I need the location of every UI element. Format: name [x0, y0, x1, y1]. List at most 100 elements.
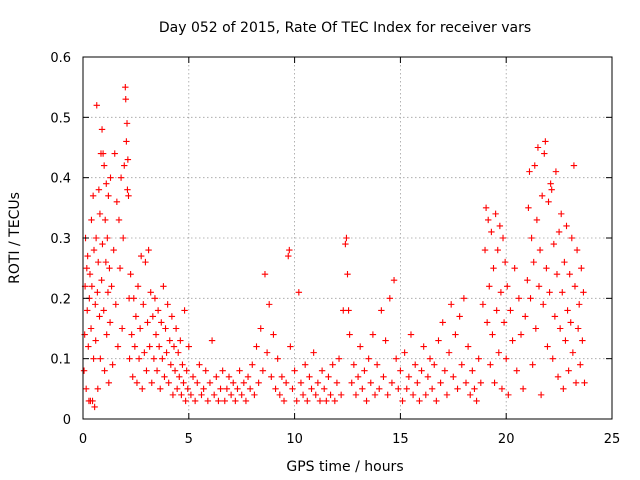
data-point — [144, 319, 151, 326]
data-point — [549, 355, 556, 362]
data-point — [405, 373, 413, 380]
data-point — [132, 313, 140, 320]
data-point — [496, 222, 504, 230]
data-point — [560, 385, 567, 393]
data-point — [161, 373, 168, 380]
data-point — [139, 385, 146, 393]
data-point — [450, 373, 457, 380]
data-point — [91, 403, 98, 411]
data-point — [213, 373, 220, 380]
data-point — [128, 331, 135, 338]
data-point — [343, 234, 350, 242]
data-point — [123, 138, 130, 145]
data-point — [136, 325, 144, 332]
x-tick-label: 5 — [185, 432, 193, 447]
data-point — [86, 271, 94, 278]
data-point — [166, 337, 173, 344]
data-point — [219, 367, 226, 374]
y-tick-label: 0.6 — [50, 51, 71, 66]
x-tick-label: 15 — [392, 432, 409, 447]
data-point — [123, 120, 131, 127]
data-point — [458, 361, 465, 368]
data-point — [171, 367, 179, 374]
data-point — [87, 325, 95, 332]
data-point — [580, 289, 587, 296]
y-tick-label: 0.2 — [50, 292, 71, 307]
data-point — [530, 258, 537, 266]
chart-title: Day 052 of 2015, Rate Of TEC Index for r… — [159, 20, 531, 36]
data-point — [561, 258, 568, 266]
data-point — [537, 391, 545, 399]
data-point — [331, 397, 339, 405]
data-point — [133, 379, 141, 386]
data-point — [217, 385, 224, 393]
data-point — [297, 379, 305, 386]
data-point — [543, 264, 550, 272]
data-point — [460, 295, 468, 302]
data-point — [475, 355, 482, 362]
data-point — [162, 325, 169, 332]
data-point — [545, 198, 552, 205]
data-point — [412, 361, 419, 368]
data-point — [551, 313, 559, 320]
data-point — [232, 397, 239, 405]
data-point — [122, 83, 129, 91]
data-point — [439, 319, 446, 326]
data-point — [208, 337, 216, 344]
data-point — [289, 385, 296, 393]
data-point — [570, 162, 578, 169]
data-point — [386, 295, 394, 302]
data-point — [534, 144, 542, 151]
data-point — [526, 168, 533, 175]
data-point — [344, 271, 351, 278]
data-point — [574, 325, 582, 332]
data-point — [321, 385, 328, 393]
data-point — [445, 349, 453, 356]
data-point — [167, 361, 175, 368]
data-point — [563, 222, 570, 230]
data-point — [312, 391, 319, 399]
data-point — [433, 397, 440, 405]
data-point — [202, 367, 209, 374]
data-point — [102, 258, 110, 266]
data-point — [388, 379, 396, 386]
x-tick-labels: 0 5 10 15 20 25 — [79, 432, 620, 447]
data-point — [481, 246, 489, 254]
data-point — [517, 331, 525, 338]
data-point — [531, 162, 538, 169]
data-point — [98, 277, 105, 284]
data-point — [89, 192, 97, 199]
x-tick-label: 20 — [498, 432, 515, 447]
data-point — [493, 307, 500, 314]
data-point — [566, 271, 573, 278]
data-point — [567, 319, 574, 326]
data-point — [177, 337, 184, 344]
data-point — [141, 349, 148, 356]
data-point — [513, 367, 520, 374]
data-point — [196, 361, 203, 368]
data-point — [155, 343, 163, 350]
data-point — [92, 337, 99, 344]
data-point — [108, 283, 115, 290]
data-point — [122, 96, 129, 103]
data-point — [495, 349, 502, 356]
data-point — [168, 313, 176, 320]
data-point — [88, 216, 95, 224]
data-point — [81, 331, 88, 338]
data-point — [345, 307, 352, 314]
data-point — [225, 373, 233, 380]
data-point — [333, 379, 341, 386]
data-point — [95, 258, 102, 266]
data-point — [359, 385, 366, 393]
data-point — [148, 379, 155, 386]
data-point — [129, 373, 136, 380]
data-point — [488, 228, 495, 236]
data-point — [110, 246, 117, 254]
data-point — [92, 234, 100, 242]
data-point — [249, 361, 256, 368]
data-point — [142, 258, 149, 266]
data-point — [191, 397, 199, 405]
data-point — [403, 385, 410, 393]
data-point — [182, 397, 189, 405]
data-point — [504, 283, 511, 290]
